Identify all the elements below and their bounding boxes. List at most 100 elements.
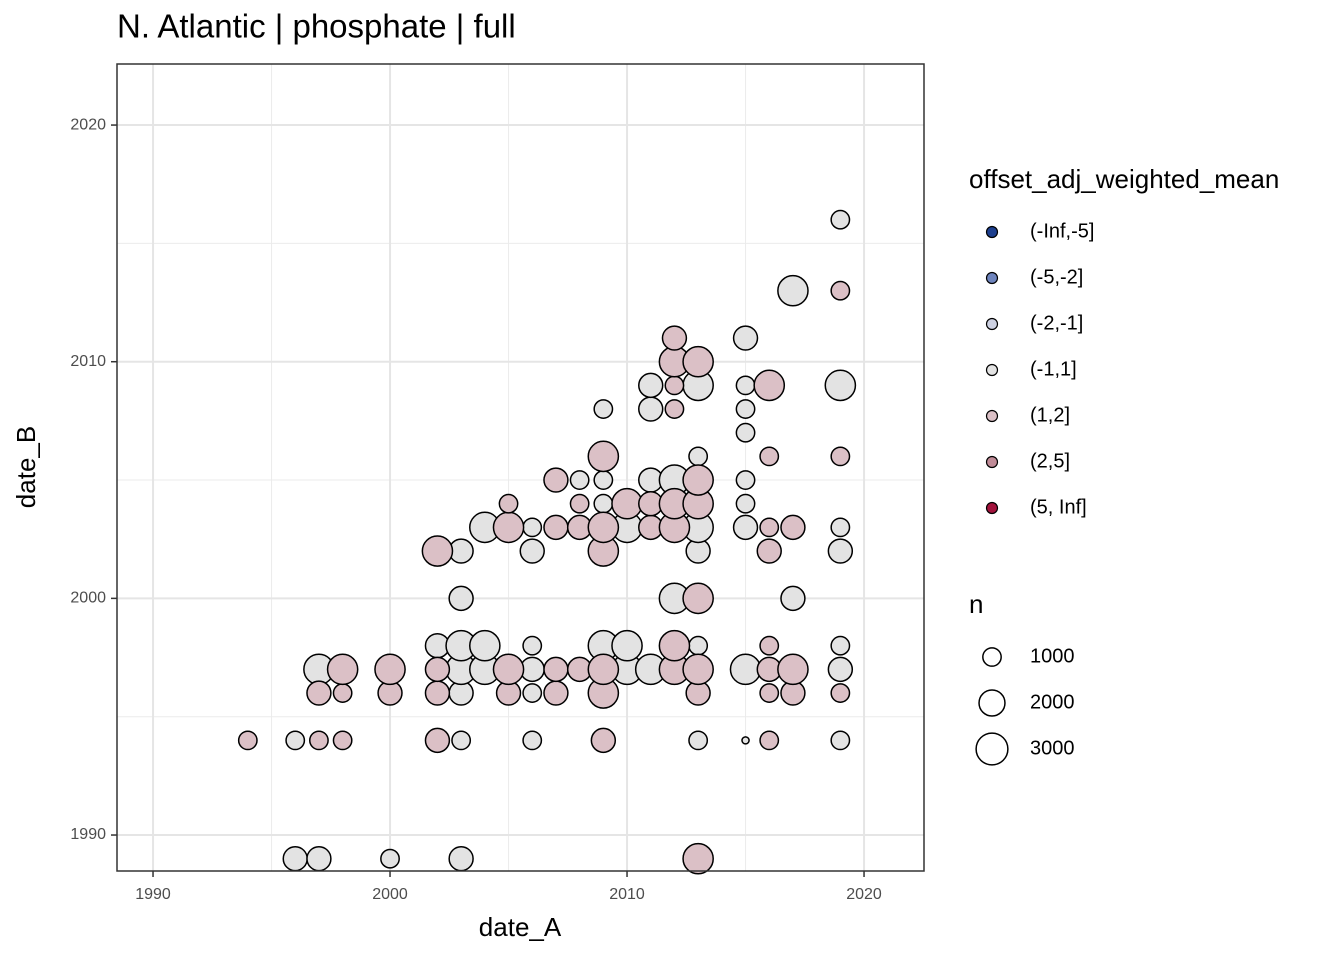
bubble: [658, 629, 691, 662]
bubble: [332, 730, 353, 751]
bubble: [309, 730, 329, 751]
bubble: [237, 730, 258, 751]
bubble: [682, 653, 714, 686]
bubble: [824, 369, 857, 402]
bubble: [732, 325, 759, 351]
legend-label: (2,5]: [1030, 450, 1070, 472]
legend-swatch: [985, 455, 999, 469]
size-legend-swatch: [978, 689, 1006, 717]
legend-swatch: [985, 363, 999, 377]
bubble: [638, 372, 664, 399]
bubble: [741, 736, 750, 745]
bubble: [522, 635, 543, 656]
bubble: [735, 470, 756, 490]
bubble: [424, 656, 451, 683]
bubble: [282, 845, 308, 872]
bubble: [587, 440, 620, 473]
bubble: [664, 399, 685, 419]
bubble: [777, 653, 809, 686]
bubble: [593, 470, 614, 490]
y-tick-label: 1990: [70, 826, 106, 843]
legend-swatch: [985, 317, 999, 331]
size-legend-label: 1000: [1030, 645, 1075, 667]
bubble: [522, 683, 543, 703]
x-tick-label: 1990: [135, 886, 171, 903]
bubble: [735, 422, 756, 443]
legend-swatch: [985, 271, 999, 285]
size-legend-swatch: [975, 732, 1009, 766]
size-legend-title: n: [969, 589, 983, 619]
bubble: [306, 845, 332, 872]
bubble: [830, 683, 851, 703]
bubble: [498, 493, 519, 514]
bubble: [682, 842, 714, 875]
legend-swatch: [985, 225, 999, 239]
bubble: [664, 375, 685, 396]
bubble: [587, 653, 620, 686]
x-tick-label: 2000: [372, 886, 408, 903]
bubble: [424, 727, 451, 754]
size-legend-label: 2000: [1030, 691, 1075, 713]
bubble: [424, 680, 451, 706]
bubble: [306, 680, 332, 706]
bubble: [759, 683, 780, 703]
bubble: [543, 514, 569, 541]
bubble: [543, 467, 569, 493]
x-tick-label: 2020: [846, 886, 882, 903]
bubble: [682, 464, 714, 496]
bubble: [688, 730, 709, 751]
legend-label: (-5,-2]: [1030, 266, 1083, 288]
legend-label: (5, Inf]: [1030, 496, 1087, 518]
bubble: [380, 848, 400, 869]
bubble: [756, 538, 782, 564]
bubble: [569, 470, 590, 490]
legend-swatch: [985, 501, 999, 515]
legend-swatch: [985, 409, 999, 423]
legend-label: (-Inf,-5]: [1030, 220, 1094, 242]
bubble: [735, 493, 756, 514]
bubble: [661, 325, 688, 351]
x-tick-label: 2010: [609, 886, 645, 903]
bubble: [830, 209, 851, 230]
bubble: [587, 511, 620, 544]
bubble: [759, 730, 780, 751]
bubble: [543, 656, 569, 683]
bubble: [492, 653, 525, 686]
bubble: [492, 511, 525, 544]
size-legend-swatch: [982, 647, 1002, 667]
bubble: [469, 629, 501, 662]
bubble: [777, 274, 809, 307]
bubble: [593, 399, 614, 419]
bubble: [753, 369, 786, 402]
bubble: [830, 446, 851, 467]
y-tick-label: 2000: [70, 590, 106, 607]
chart-title: N. Atlantic | phosphate | full: [117, 8, 516, 45]
y-tick-label: 2020: [70, 116, 106, 133]
bubble: [326, 653, 359, 686]
bubble: [830, 635, 851, 656]
bubble: [830, 280, 851, 301]
bubble: [569, 493, 590, 514]
panel: [117, 64, 924, 871]
bubble: [451, 730, 472, 751]
bubble: [830, 517, 851, 538]
legend-label: (1,2]: [1030, 404, 1070, 426]
bubble: [593, 493, 614, 514]
bubble: [682, 582, 714, 615]
panel-border: [116, 63, 925, 872]
bubble: [732, 514, 759, 541]
bubble: [611, 629, 643, 662]
bubble: [421, 535, 454, 567]
bubble: [688, 446, 709, 467]
x-axis-label: date_A: [479, 912, 562, 942]
bubble: [780, 514, 806, 541]
bubble: [688, 635, 709, 656]
legend-label: (-1,1]: [1030, 358, 1077, 380]
y-axis-label: date_B: [11, 426, 41, 508]
bubble: [830, 730, 851, 751]
bubble: [448, 585, 474, 612]
bubble: [522, 517, 543, 538]
y-tick-label: 2010: [70, 353, 106, 370]
bubble: [611, 487, 643, 520]
bubble: [759, 635, 780, 656]
